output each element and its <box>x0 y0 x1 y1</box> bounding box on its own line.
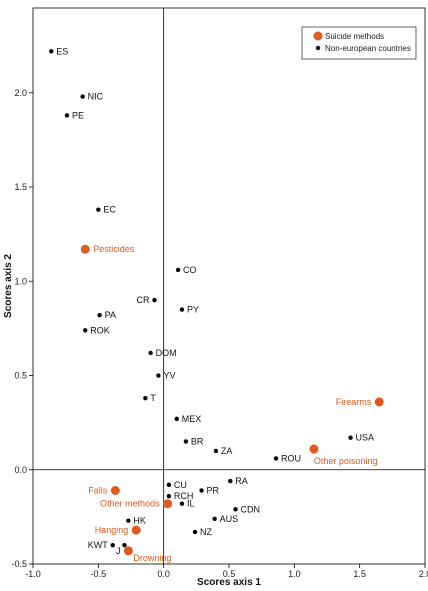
point-label-hanging: Hanging <box>95 525 129 535</box>
point-label-ra: RA <box>235 476 248 486</box>
point-label-cu: CU <box>174 480 187 490</box>
point-dom <box>148 350 153 356</box>
point-label-cr: CR <box>137 295 150 305</box>
point-pr <box>199 488 204 493</box>
point-ec <box>96 207 101 212</box>
point-label-rok: ROK <box>90 325 110 335</box>
point-label-dom: DOM <box>156 348 177 358</box>
y-tick-label: 0.0 <box>14 465 27 475</box>
legend-label-suicide-methods: Suicide methods <box>325 32 384 41</box>
point-falls <box>110 485 120 495</box>
point-nic <box>80 94 85 99</box>
point-label-py: PY <box>187 305 199 315</box>
point-rok <box>83 328 88 333</box>
data-points: Pesticides Firearms Other poisoning Falls Ot… <box>49 46 384 563</box>
x-axis-ticks: -1.0 -0.5 0.0 0.5 1.0 1.5 2.0 <box>25 564 428 579</box>
point-label-rch: RCH <box>174 491 194 501</box>
point-rch <box>166 493 172 499</box>
x-axis-title: Scores axis 1 <box>197 577 261 588</box>
point-label-il: IL <box>187 499 195 509</box>
legend-label-non-european-countries: Non-european countries <box>325 44 411 53</box>
point-cu <box>166 482 172 488</box>
legend-marker-non-european-countries <box>315 45 321 51</box>
point-label-nz: NZ <box>200 527 212 537</box>
y-tick-label: 1.0 <box>14 276 27 286</box>
point-mex <box>174 416 179 422</box>
x-tick-label: 1.0 <box>288 569 301 579</box>
x-tick-label: 2.0 <box>419 569 428 579</box>
point-other-poisoning <box>309 444 319 454</box>
point-label-hk: HK <box>133 516 146 526</box>
point-label-br: BR <box>191 436 204 446</box>
point-pa <box>97 313 102 318</box>
y-tick-label: -0.5 <box>11 559 27 569</box>
point-label-nic: NIC <box>88 92 104 102</box>
point-nz <box>192 529 198 535</box>
legend-box <box>301 26 417 60</box>
y-tick-label: 1.5 <box>14 182 27 192</box>
x-tick-label: 0.0 <box>157 569 170 579</box>
point-label-other-poisoning: Other poisoning <box>314 456 378 466</box>
x-tick-label: 1.5 <box>353 569 366 579</box>
y-axis-title: Scores axis 2 <box>3 254 14 318</box>
point-cdn <box>233 507 238 512</box>
point-drowning <box>123 546 133 556</box>
legend-marker-suicide-methods <box>313 31 323 41</box>
point-t <box>143 395 148 401</box>
point-label-pr: PR <box>207 485 220 495</box>
point-ra <box>228 478 233 484</box>
point-label-rou: ROU <box>281 453 301 463</box>
point-label-co: CO <box>183 265 197 275</box>
x-tick-label: 0.5 <box>223 569 236 579</box>
y-axis-ticks: -0.5 0.0 0.5 1.0 1.5 2.0 <box>11 88 33 569</box>
legend: Suicide methods Non-european countries <box>301 26 417 60</box>
point-label-kwt: KWT <box>88 540 108 550</box>
point-label-usa: USA <box>356 433 375 443</box>
point-il <box>179 501 185 506</box>
point-label-za: ZA <box>221 446 233 456</box>
y-tick-label: 2.0 <box>14 88 27 98</box>
point-pesticides <box>80 244 90 254</box>
point-za <box>213 448 219 454</box>
point-yv <box>156 373 161 378</box>
point-kwt <box>110 542 115 548</box>
point-label-pesticides: Pesticides <box>93 244 135 254</box>
point-label-firearms: Firearms <box>336 397 372 407</box>
point-br <box>183 439 189 444</box>
x-tick-label: -0.5 <box>91 569 107 579</box>
point-label-aus: AUS <box>220 514 239 524</box>
point-label-pe: PE <box>72 110 84 120</box>
x-tick-label: -1.0 <box>25 569 41 579</box>
point-label-ec: EC <box>103 205 116 215</box>
point-pe <box>64 113 70 118</box>
point-label-t: T <box>150 393 156 403</box>
zero-lines <box>33 8 425 564</box>
point-usa <box>348 435 353 440</box>
point-label-falls: Falls <box>88 485 108 495</box>
point-aus <box>212 516 217 521</box>
point-rou <box>273 456 279 461</box>
point-label-mex: MEX <box>182 414 202 424</box>
point-py <box>179 307 185 312</box>
point-label-cdn: CDN <box>241 504 260 514</box>
point-label-j: J <box>116 546 121 556</box>
point-hanging <box>131 525 141 535</box>
point-co <box>175 267 181 273</box>
point-label-yv: YV <box>163 371 175 381</box>
point-j <box>122 542 127 548</box>
y-tick-label: 0.5 <box>14 371 27 381</box>
point-label-es: ES <box>56 46 68 56</box>
point-label-pa: PA <box>105 310 116 320</box>
point-label-other-methods: Other methods <box>100 499 160 509</box>
point-label-drowning: Drowning <box>133 553 171 563</box>
point-other-methods <box>163 499 173 509</box>
point-firearms <box>374 397 384 407</box>
point-cr <box>152 297 157 303</box>
point-es <box>49 49 54 54</box>
point-hk <box>126 518 131 523</box>
